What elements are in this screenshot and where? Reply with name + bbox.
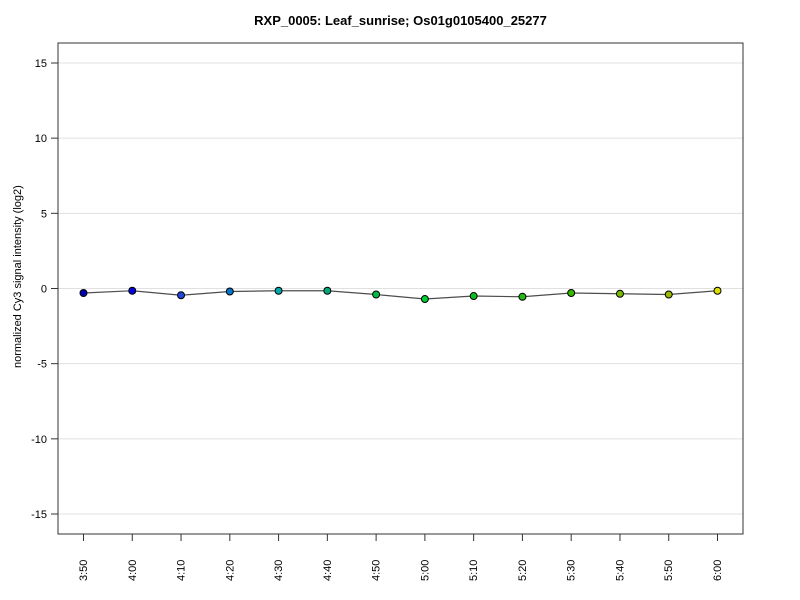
y-tick-label: 15 [35, 58, 47, 70]
y-tick-label: 0 [41, 284, 47, 296]
data-point [664, 290, 673, 299]
data-line [83, 290, 718, 300]
x-tick-label: 6:00 [712, 560, 724, 581]
x-tick-label: 5:40 [614, 560, 626, 581]
x-tick-label: 4:10 [176, 560, 188, 581]
x-tick-label: 4:50 [371, 560, 383, 581]
x-tick-label: 4:00 [127, 560, 139, 581]
data-point [79, 289, 88, 298]
data-point [469, 292, 478, 301]
x-tick-label: 3:50 [78, 560, 90, 581]
x-tick-label: 4:20 [224, 560, 236, 581]
y-tick-label: -5 [37, 359, 47, 371]
x-tick-label: 5:10 [468, 560, 480, 581]
y-tick-label: 10 [35, 133, 47, 145]
plot-border [57, 42, 744, 535]
y-tick-label: 5 [41, 208, 47, 220]
x-tick-label: 5:50 [663, 560, 675, 581]
data-point [323, 286, 332, 295]
data-point [128, 286, 137, 295]
x-tick-label: 4:40 [322, 560, 334, 581]
data-point [274, 286, 283, 295]
x-tick-label: 5:20 [517, 560, 529, 581]
data-point [615, 289, 624, 298]
data-point [518, 292, 527, 301]
y-tick-label: -15 [31, 509, 47, 521]
x-tick-label: 4:30 [273, 560, 285, 581]
data-point [177, 291, 186, 300]
data-point [567, 289, 576, 298]
y-tick-label: -10 [31, 434, 47, 446]
chart-title: RXP_0005: Leaf_sunrise; Os01g0105400_252… [254, 13, 547, 28]
x-tick-label: 5:30 [566, 560, 578, 581]
data-point [713, 286, 722, 295]
data-point [225, 287, 234, 296]
x-tick-label: 5:00 [419, 560, 431, 581]
data-point [372, 290, 381, 299]
data-point [420, 295, 429, 304]
